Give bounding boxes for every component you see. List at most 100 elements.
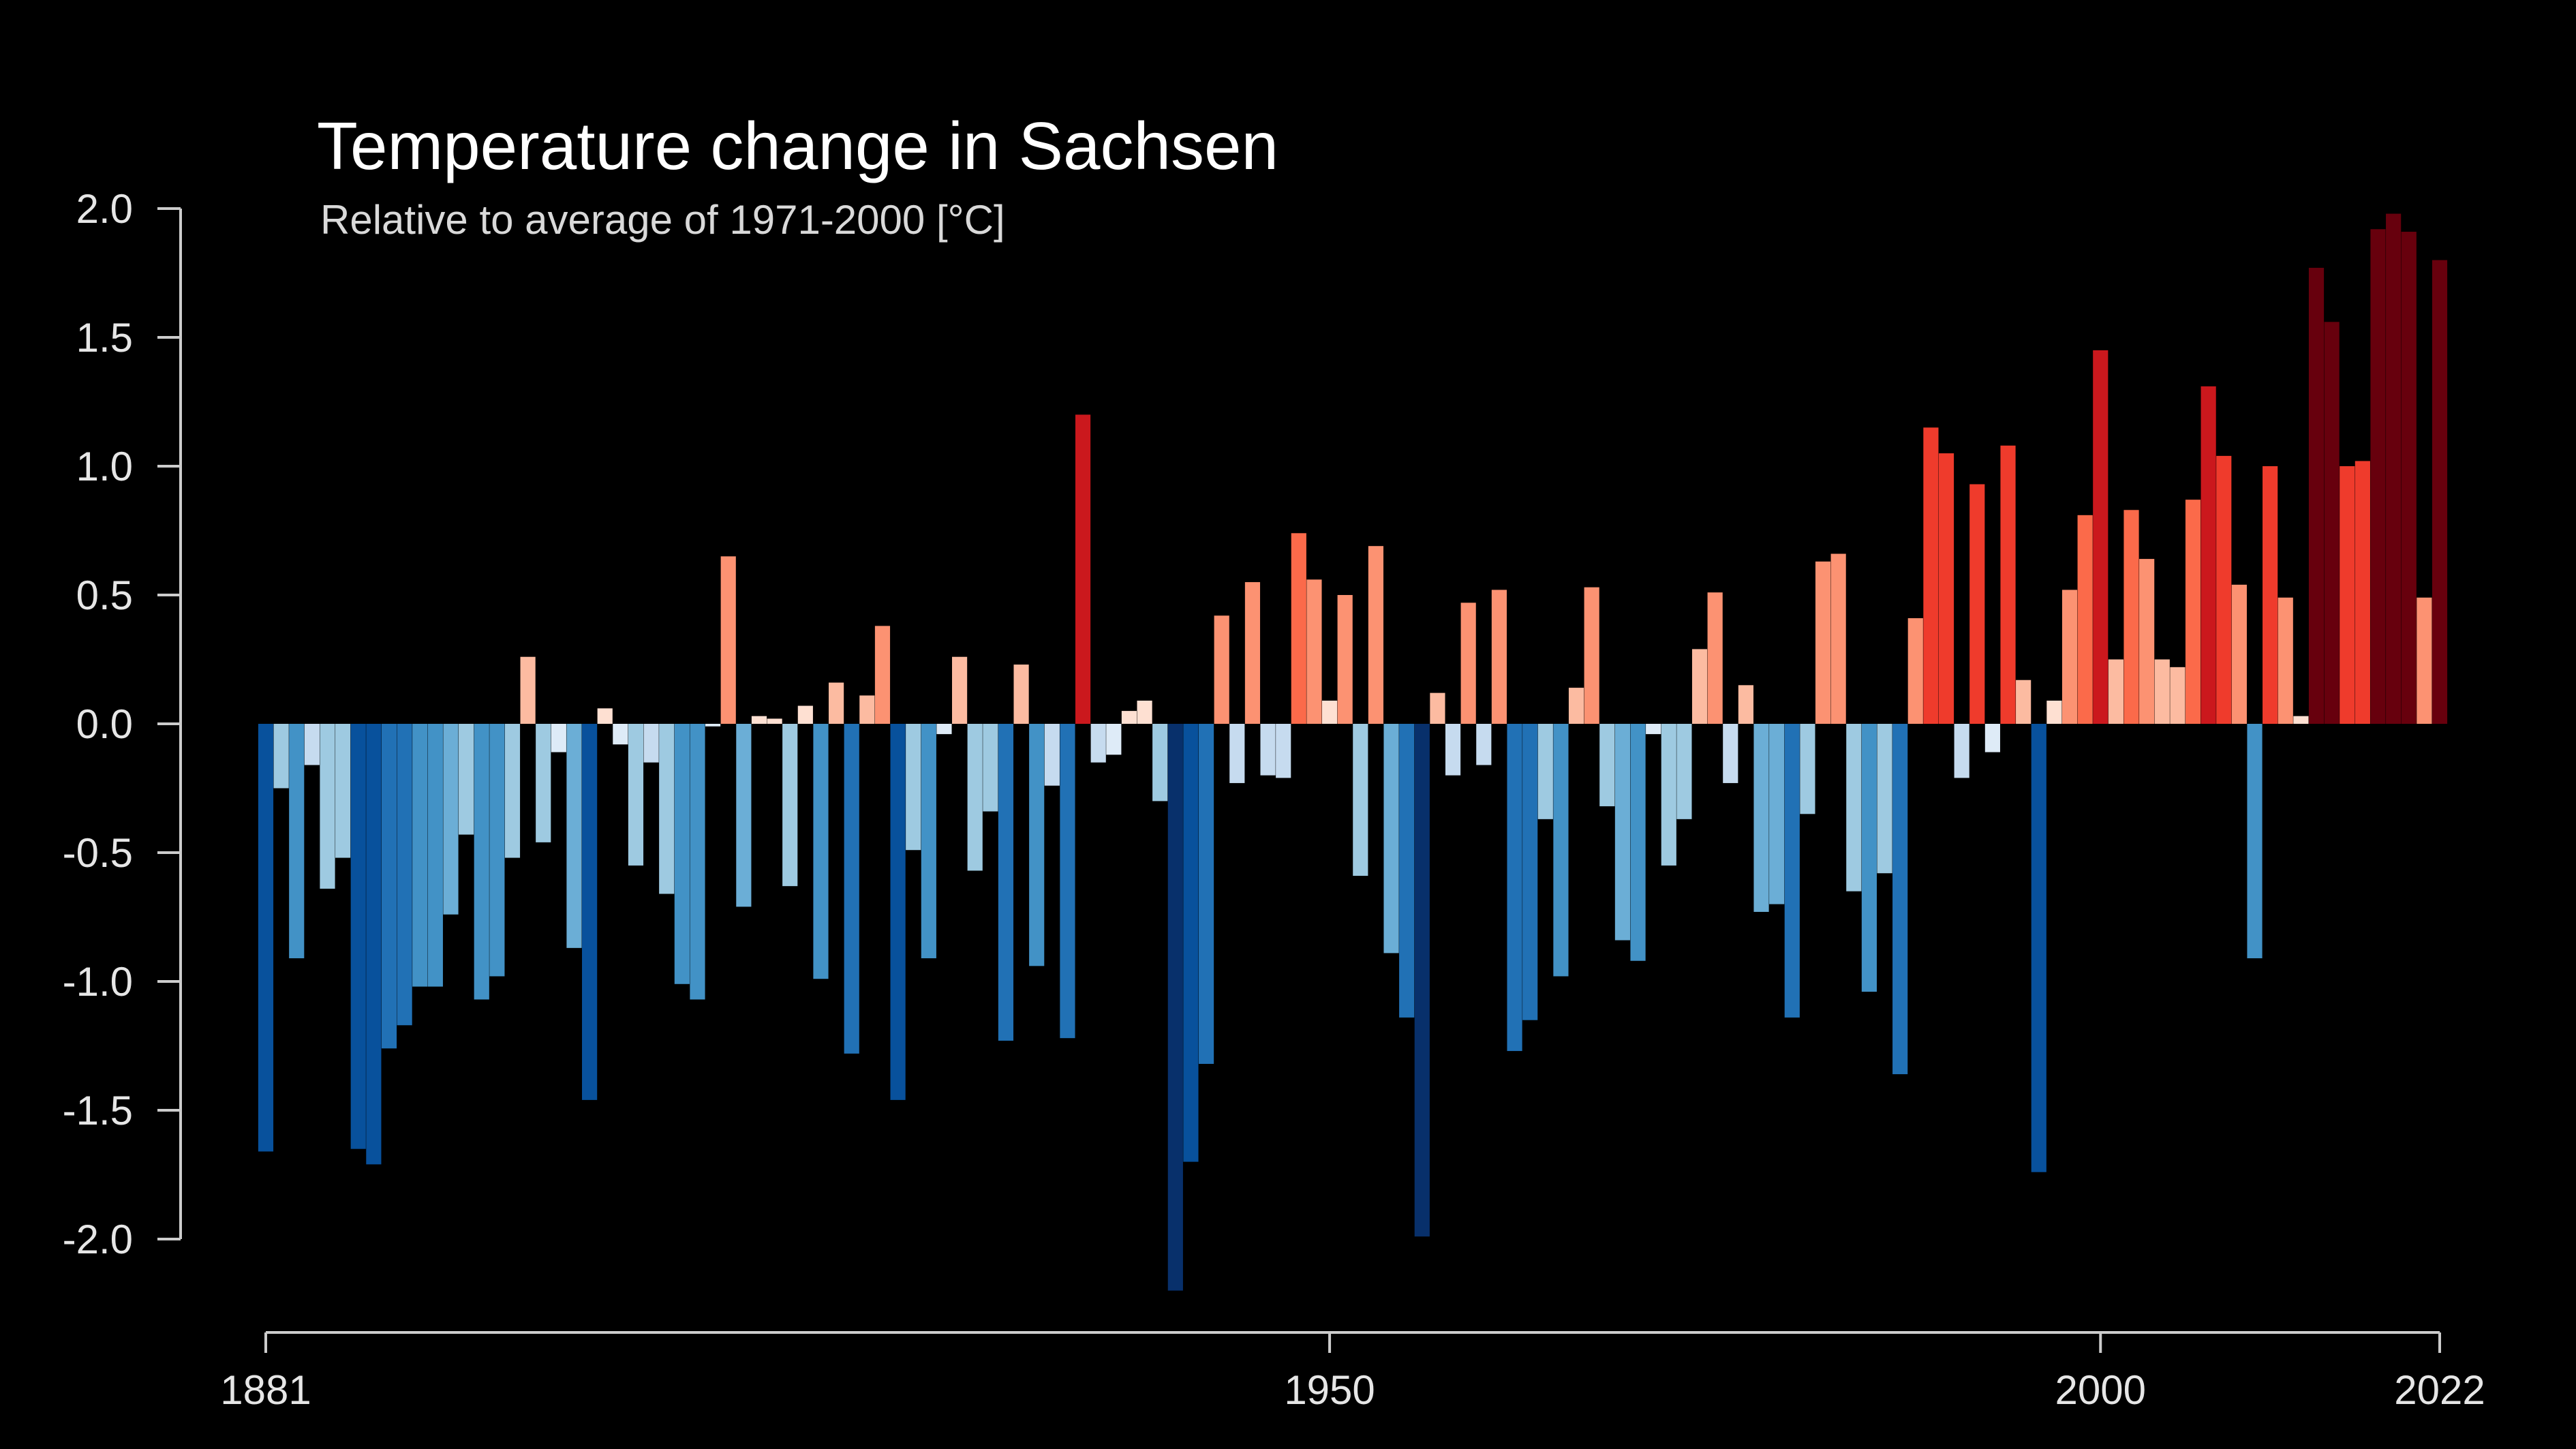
bar-2019: [2386, 213, 2402, 724]
bar-1992: [1969, 484, 1985, 724]
bar-1955: [1399, 724, 1415, 1018]
bar-1920: [859, 695, 875, 724]
bar-1933: [1060, 724, 1075, 1039]
bar-2017: [2355, 461, 2370, 724]
bar-1905: [628, 724, 644, 866]
bar-1966: [1568, 688, 1584, 724]
bar-1895: [474, 724, 489, 1000]
bar-1970: [1630, 724, 1646, 961]
bar-1989: [1923, 427, 1939, 724]
bar-1893: [443, 724, 459, 915]
bar-1919: [844, 724, 859, 1054]
bar-1928: [983, 724, 998, 812]
bar-1971: [1646, 724, 1661, 735]
bar-1931: [1029, 724, 1045, 966]
bar-1945: [1244, 582, 1261, 724]
bar-1936: [1106, 724, 1122, 755]
bar-2001: [2108, 659, 2123, 724]
bar-1940: [1167, 724, 1183, 1291]
bar-1900: [551, 724, 566, 752]
bar-1907: [659, 724, 675, 894]
bar-2004: [2154, 659, 2170, 724]
bar-2021: [2417, 597, 2432, 724]
bar-1958: [1445, 724, 1461, 776]
chart-title: Temperature change in Sachsen: [317, 108, 1278, 183]
bar-1976: [1723, 724, 1738, 783]
bar-1898: [520, 656, 536, 724]
bar-2007: [2201, 386, 2216, 724]
bar-1929: [998, 724, 1014, 1041]
y-tick-label: 2.0: [76, 186, 133, 232]
bar-2018: [2370, 229, 2386, 724]
bar-1935: [1090, 724, 1106, 763]
bar-2012: [2278, 597, 2293, 724]
bar-1983: [1830, 553, 1846, 724]
bar-2020: [2401, 232, 2417, 724]
bar-1965: [1553, 724, 1569, 977]
x-tick-label: 1950: [1284, 1367, 1375, 1413]
bar-1903: [597, 708, 613, 724]
bar-1888: [366, 724, 382, 1165]
bar-1924: [921, 724, 936, 958]
bar-1987: [1892, 724, 1908, 1075]
bar-1925: [936, 724, 952, 735]
bar-1902: [582, 724, 598, 1100]
bar-1999: [2077, 515, 2093, 724]
bar-1962: [1507, 724, 1522, 1052]
bar-1913: [751, 716, 767, 724]
bar-1952: [1353, 724, 1368, 876]
x-tick-label: 1881: [220, 1367, 311, 1413]
bar-1980: [1784, 724, 1800, 1018]
bar-1968: [1599, 724, 1615, 806]
bar-1993: [1984, 724, 2000, 752]
bar-1922: [890, 724, 906, 1100]
bar-1943: [1214, 615, 1229, 724]
bar-1926: [952, 656, 968, 724]
y-tick-label: -2.0: [63, 1217, 133, 1262]
bar-1975: [1707, 592, 1723, 724]
bar-1981: [1800, 724, 1815, 814]
bar-2015: [2324, 322, 2340, 724]
bar-2022: [2432, 260, 2448, 724]
bar-2003: [2139, 559, 2155, 724]
bar-1982: [1815, 561, 1831, 724]
bar-1886: [335, 724, 351, 858]
bar-1960: [1476, 724, 1492, 765]
bar-1938: [1137, 700, 1152, 724]
bar-1884: [304, 724, 320, 765]
bar-1969: [1614, 724, 1631, 941]
bar-1916: [797, 705, 813, 724]
bar-1961: [1491, 590, 1507, 724]
bar-1972: [1661, 724, 1676, 866]
bar-1991: [1954, 724, 1969, 778]
bar-1954: [1383, 724, 1399, 954]
bar-2010: [2247, 724, 2263, 958]
bar-1947: [1276, 724, 1291, 778]
bar-2005: [2170, 667, 2186, 724]
bar-1904: [613, 724, 628, 745]
bar-1978: [1753, 724, 1769, 912]
bar-1967: [1584, 587, 1599, 724]
bar-1921: [874, 626, 891, 724]
bar-1894: [459, 724, 474, 835]
bar-2006: [2185, 500, 2201, 724]
bar-1927: [967, 724, 983, 871]
y-tick-label: -1.0: [63, 959, 133, 1005]
bar-1974: [1691, 649, 1708, 724]
bar-1883: [289, 724, 305, 958]
chart-subtitle: Relative to average of 1971-2000 [°C]: [320, 197, 1005, 243]
bar-1942: [1198, 724, 1214, 1064]
bar-1881: [258, 724, 274, 1152]
bar-1882: [273, 724, 289, 789]
bar-1918: [829, 682, 844, 724]
bar-1891: [412, 724, 428, 987]
bar-1934: [1075, 414, 1091, 724]
bar-1890: [397, 724, 412, 1026]
bar-1939: [1152, 724, 1168, 802]
bar-1889: [381, 724, 397, 1049]
bar-1959: [1460, 603, 1476, 724]
bar-1932: [1044, 724, 1060, 786]
bar-1930: [1013, 665, 1029, 724]
bar-2014: [2308, 267, 2325, 724]
